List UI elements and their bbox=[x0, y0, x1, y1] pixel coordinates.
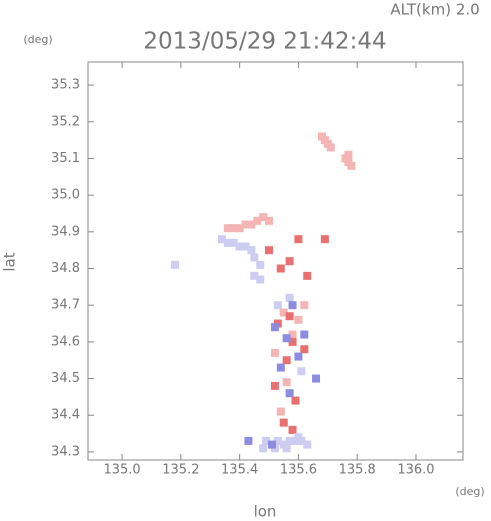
data-point bbox=[288, 337, 297, 346]
y-tick-label: 34.5 bbox=[51, 371, 80, 386]
plot-frame bbox=[87, 61, 464, 461]
data-point bbox=[250, 271, 259, 280]
x-tick-label: 135.2 bbox=[162, 463, 199, 478]
data-point bbox=[256, 260, 265, 269]
data-point bbox=[276, 407, 285, 416]
data-point bbox=[288, 330, 297, 339]
data-point bbox=[267, 440, 276, 449]
x-tick-label: 135.6 bbox=[280, 463, 317, 478]
data-point bbox=[218, 235, 227, 244]
y-tick-label: 34.9 bbox=[51, 224, 80, 239]
data-point bbox=[344, 150, 353, 159]
data-point bbox=[326, 143, 335, 152]
y-tick-label: 35.0 bbox=[51, 188, 80, 203]
data-point bbox=[279, 308, 288, 317]
data-point bbox=[235, 224, 244, 233]
y-tick-label: 34.3 bbox=[51, 444, 80, 459]
data-point bbox=[244, 436, 253, 445]
data-point bbox=[247, 246, 256, 255]
data-point bbox=[291, 396, 300, 405]
data-point bbox=[312, 374, 321, 383]
x-tick-label: 136.0 bbox=[397, 463, 434, 478]
data-point bbox=[262, 436, 271, 445]
data-point bbox=[265, 246, 274, 255]
chart-subtitle: ALT(km) 2.0 bbox=[390, 1, 479, 19]
x-tick-label: 135.8 bbox=[339, 463, 376, 478]
data-point bbox=[273, 301, 282, 310]
data-point bbox=[223, 238, 232, 247]
data-point bbox=[241, 242, 250, 251]
data-point bbox=[285, 436, 294, 445]
data-point bbox=[300, 330, 309, 339]
data-point bbox=[288, 425, 297, 434]
chart-title: 2013/05/29 21:42:44 bbox=[143, 29, 386, 55]
x-unit: (deg) bbox=[455, 485, 484, 498]
data-point bbox=[285, 257, 294, 266]
data-point bbox=[270, 381, 279, 390]
data-point bbox=[347, 161, 356, 170]
data-point bbox=[223, 224, 232, 233]
data-point bbox=[294, 235, 303, 244]
data-point bbox=[259, 444, 268, 453]
data-point bbox=[273, 436, 282, 445]
data-point bbox=[300, 301, 309, 310]
data-point bbox=[256, 275, 265, 284]
data-point bbox=[270, 348, 279, 357]
data-point bbox=[282, 378, 291, 387]
data-point bbox=[247, 220, 256, 229]
data-point bbox=[282, 444, 291, 453]
data-point bbox=[229, 238, 238, 247]
y-tick-label: 35.1 bbox=[51, 151, 80, 166]
data-point bbox=[279, 418, 288, 427]
data-point bbox=[241, 220, 250, 229]
y-unit: (deg) bbox=[23, 33, 52, 46]
data-point bbox=[320, 235, 329, 244]
y-tick-label: 34.8 bbox=[51, 261, 80, 276]
data-point bbox=[276, 363, 285, 372]
y-tick-label: 35.3 bbox=[51, 78, 80, 93]
y-tick-label: 34.6 bbox=[51, 334, 80, 349]
data-point bbox=[285, 389, 294, 398]
data-point bbox=[303, 271, 312, 280]
data-point bbox=[229, 224, 238, 233]
data-point bbox=[265, 216, 274, 225]
data-point bbox=[285, 293, 294, 302]
data-point bbox=[285, 312, 294, 321]
y-axis-label: lat bbox=[1, 252, 19, 271]
y-tick-label: 34.4 bbox=[51, 408, 80, 423]
data-point bbox=[300, 345, 309, 354]
data-point bbox=[294, 315, 303, 324]
data-point bbox=[297, 367, 306, 376]
x-axis-label: lon bbox=[254, 503, 277, 521]
y-tick-label: 34.7 bbox=[51, 298, 80, 313]
data-point bbox=[253, 216, 262, 225]
x-tick-label: 135.0 bbox=[103, 463, 140, 478]
x-tick-label: 135.4 bbox=[221, 463, 258, 478]
data-point bbox=[294, 352, 303, 361]
data-point bbox=[170, 260, 179, 269]
data-point bbox=[303, 440, 312, 449]
data-point bbox=[294, 433, 303, 442]
data-point bbox=[276, 264, 285, 273]
data-point bbox=[282, 356, 291, 365]
data-point bbox=[250, 253, 259, 262]
data-point bbox=[270, 323, 279, 332]
y-tick-label: 35.2 bbox=[51, 114, 80, 129]
data-point bbox=[235, 242, 244, 251]
data-point bbox=[282, 334, 291, 343]
data-point bbox=[288, 301, 297, 310]
data-point bbox=[259, 213, 268, 222]
